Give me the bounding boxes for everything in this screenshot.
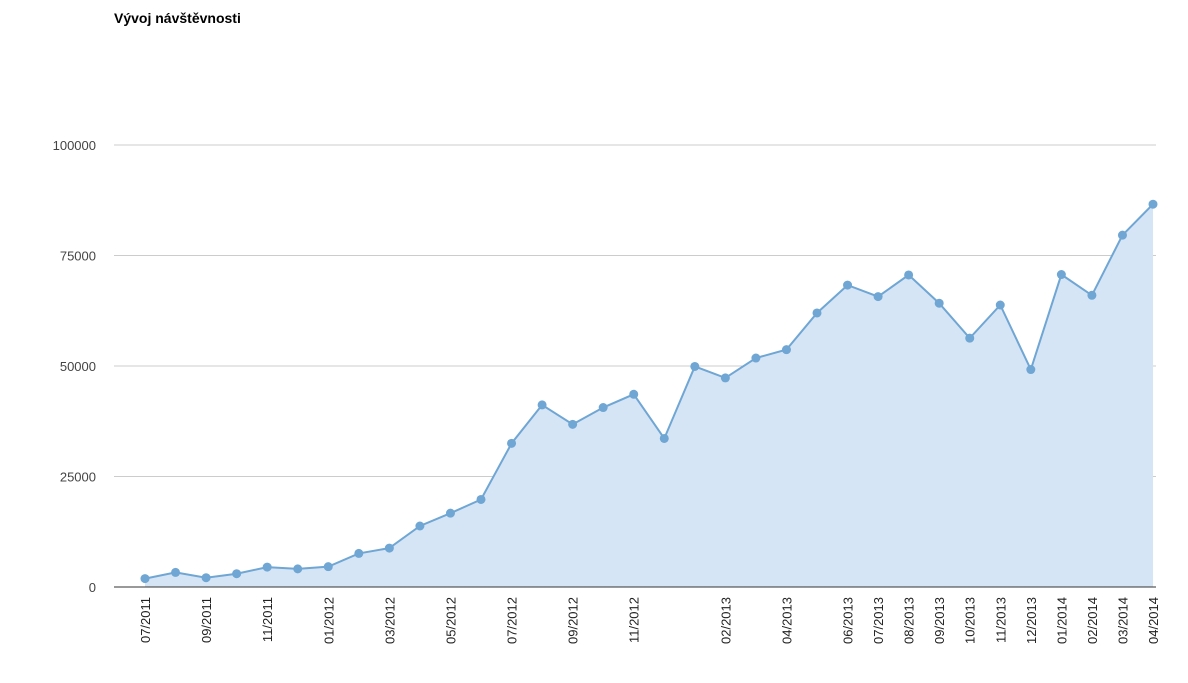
x-tick-label: 08/2013 bbox=[902, 597, 917, 644]
x-tick-label: 04/2014 bbox=[1146, 597, 1161, 644]
x-tick-label: 12/2013 bbox=[1024, 597, 1039, 644]
data-point[interactable] bbox=[262, 562, 272, 572]
x-tick-label: 11/2012 bbox=[627, 597, 642, 643]
x-tick-label: 10/2013 bbox=[963, 597, 978, 644]
y-tick-label: 50000 bbox=[60, 359, 96, 374]
y-tick-label: 75000 bbox=[60, 249, 96, 264]
data-point[interactable] bbox=[995, 300, 1005, 310]
x-tick-label: 02/2014 bbox=[1085, 597, 1100, 644]
x-tick-label: 09/2011 bbox=[199, 597, 214, 643]
data-point[interactable] bbox=[201, 573, 211, 583]
data-point[interactable] bbox=[873, 292, 883, 302]
data-point[interactable] bbox=[843, 280, 853, 290]
data-point[interactable] bbox=[323, 562, 333, 572]
data-point[interactable] bbox=[1148, 199, 1158, 209]
x-tick-label: 01/2014 bbox=[1054, 597, 1069, 644]
x-tick-label: 06/2013 bbox=[841, 597, 856, 644]
data-point[interactable] bbox=[965, 333, 975, 343]
x-tick-label: 03/2012 bbox=[382, 597, 397, 644]
x-tick-label: 03/2014 bbox=[1115, 597, 1130, 644]
chart-title: Vývoj návštěvnosti bbox=[114, 10, 241, 26]
data-point[interactable] bbox=[140, 574, 150, 584]
data-points bbox=[140, 199, 1158, 584]
x-tick-label: 01/2012 bbox=[321, 597, 336, 644]
data-point[interactable] bbox=[720, 373, 730, 383]
data-point[interactable] bbox=[232, 569, 242, 579]
y-tick-label: 0 bbox=[89, 580, 96, 595]
data-point[interactable] bbox=[1026, 365, 1036, 375]
data-point[interactable] bbox=[568, 419, 578, 429]
y-axis-ticks: 0 25000 50000 75000 100000 bbox=[53, 138, 96, 595]
data-point[interactable] bbox=[659, 433, 669, 443]
data-point[interactable] bbox=[293, 564, 303, 574]
x-tick-label: 05/2012 bbox=[443, 597, 458, 644]
x-tick-label: 02/2013 bbox=[718, 597, 733, 644]
data-point[interactable] bbox=[904, 270, 914, 280]
data-point[interactable] bbox=[1117, 230, 1127, 240]
data-point[interactable] bbox=[537, 400, 547, 410]
x-axis-ticks: 07/2011 09/2011 11/2011 01/2012 03/2012 05/20… bbox=[138, 597, 1161, 644]
data-point[interactable] bbox=[812, 308, 822, 318]
data-point[interactable] bbox=[384, 543, 394, 553]
x-tick-label: 07/2013 bbox=[871, 597, 886, 644]
x-tick-label: 07/2011 bbox=[138, 597, 153, 643]
data-point[interactable] bbox=[476, 494, 486, 504]
series-line bbox=[144, 203, 1154, 580]
data-point[interactable] bbox=[1087, 290, 1097, 300]
data-point[interactable] bbox=[751, 353, 761, 363]
data-point[interactable] bbox=[445, 508, 455, 518]
data-point[interactable] bbox=[507, 438, 517, 448]
x-tick-label: 04/2013 bbox=[779, 597, 794, 644]
x-tick-label: 09/2012 bbox=[566, 597, 581, 644]
data-point[interactable] bbox=[598, 403, 608, 413]
x-tick-label: 11/2013 bbox=[993, 597, 1008, 643]
x-tick-label: 09/2013 bbox=[932, 597, 947, 644]
x-tick-label: 11/2011 bbox=[260, 597, 275, 642]
y-tick-label: 25000 bbox=[60, 470, 96, 485]
x-tick-label: 07/2012 bbox=[505, 597, 520, 644]
data-point[interactable] bbox=[934, 298, 944, 308]
data-point[interactable] bbox=[690, 361, 700, 371]
data-point[interactable] bbox=[354, 548, 364, 558]
data-point[interactable] bbox=[1056, 270, 1066, 280]
y-tick-label: 100000 bbox=[53, 138, 96, 153]
data-point[interactable] bbox=[171, 567, 181, 577]
data-point[interactable] bbox=[629, 389, 639, 399]
data-point[interactable] bbox=[781, 345, 791, 355]
data-point[interactable] bbox=[415, 521, 425, 531]
area-fill bbox=[145, 204, 1153, 588]
